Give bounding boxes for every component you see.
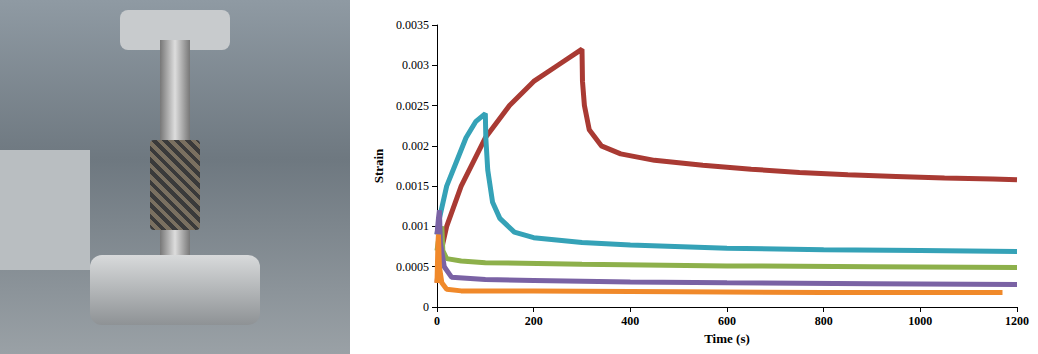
svg-text:1000: 1000 [908,314,932,328]
svg-text:0.002: 0.002 [402,139,429,153]
svg-text:Time (s): Time (s) [704,331,750,346]
svg-text:600: 600 [718,314,736,328]
svg-text:0: 0 [423,300,429,314]
svg-text:0.0005: 0.0005 [396,260,429,274]
svg-text:0.003: 0.003 [402,58,429,72]
svg-text:0.0035: 0.0035 [396,18,429,32]
svg-text:0.0025: 0.0025 [396,99,429,113]
svg-text:800: 800 [815,314,833,328]
svg-text:200: 200 [525,314,543,328]
svg-text:400: 400 [621,314,639,328]
svg-text:Strain: Strain [371,148,386,183]
svg-text:0: 0 [434,314,440,328]
svg-text:0.001: 0.001 [402,219,429,233]
svg-text:0.0015: 0.0015 [396,179,429,193]
svg-text:1200: 1200 [1005,314,1029,328]
